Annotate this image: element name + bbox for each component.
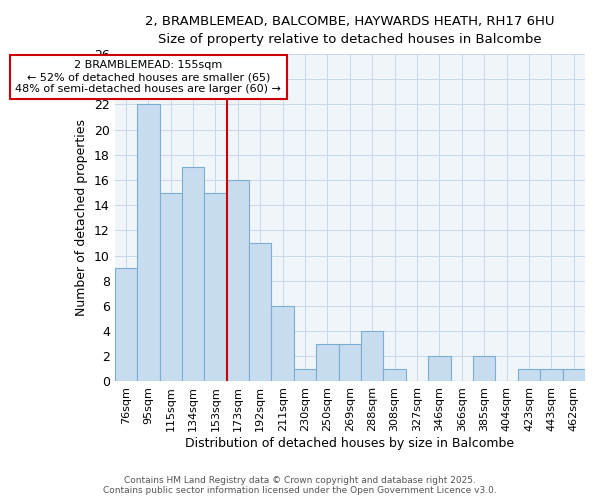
Bar [338,344,361,382]
Bar [563,369,585,382]
Y-axis label: Number of detached properties: Number of detached properties [76,120,88,316]
X-axis label: Distribution of detached houses by size in Balcombe: Distribution of detached houses by size … [185,437,514,450]
Title: 2, BRAMBLEMEAD, BALCOMBE, HAYWARDS HEATH, RH17 6HU
Size of property relative to : 2, BRAMBLEMEAD, BALCOMBE, HAYWARDS HEATH… [145,15,554,46]
Bar [182,168,204,382]
Bar [383,369,406,382]
Bar [540,369,563,382]
Bar [294,369,316,382]
Bar [271,306,294,382]
Bar [316,344,338,382]
Bar [428,356,451,382]
Bar [204,192,227,382]
Bar [473,356,496,382]
Bar [227,180,249,382]
Bar [160,192,182,382]
Bar [137,104,160,382]
Bar [115,268,137,382]
Text: Contains HM Land Registry data © Crown copyright and database right 2025.
Contai: Contains HM Land Registry data © Crown c… [103,476,497,495]
Text: 2 BRAMBLEMEAD: 155sqm
← 52% of detached houses are smaller (65)
48% of semi-deta: 2 BRAMBLEMEAD: 155sqm ← 52% of detached … [16,60,281,94]
Bar [361,331,383,382]
Bar [518,369,540,382]
Bar [249,243,271,382]
